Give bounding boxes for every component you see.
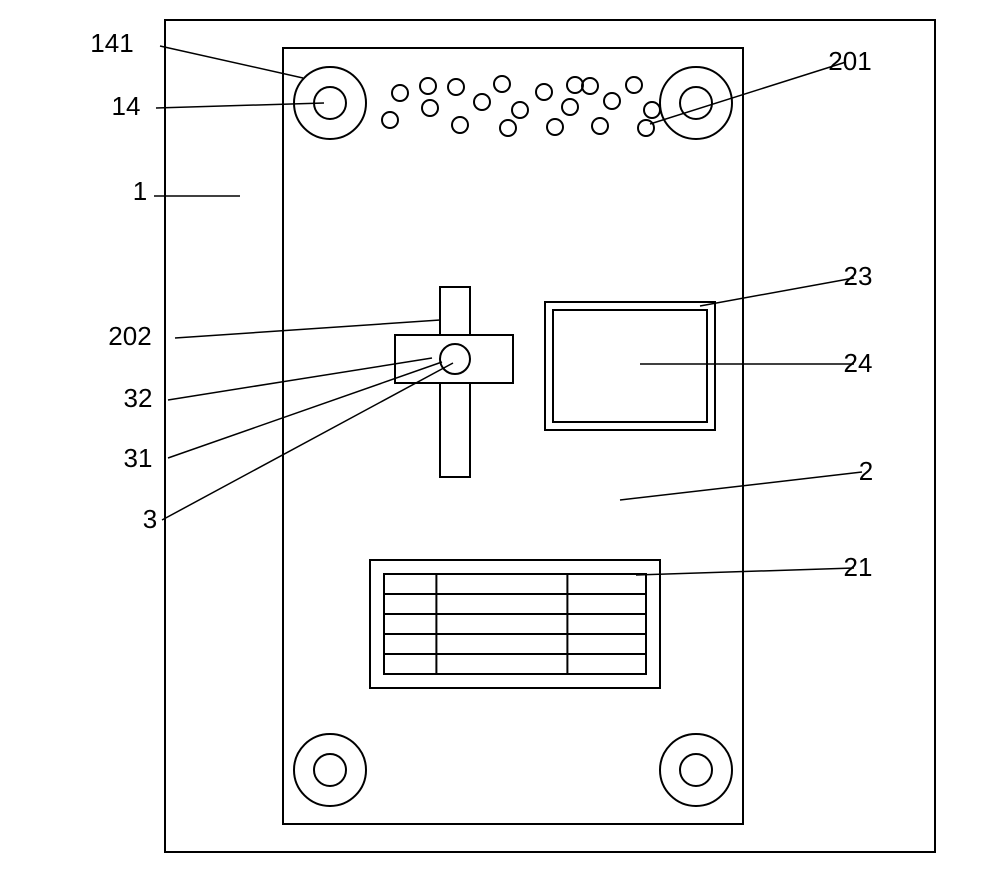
label-14: 14: [112, 91, 141, 121]
label-23: 23: [844, 261, 873, 291]
label-3: 3: [143, 504, 157, 534]
label-141: 141: [90, 28, 133, 58]
label-202: 202: [108, 321, 151, 351]
outer-frame: [165, 20, 935, 852]
label-31: 31: [124, 443, 153, 473]
label-32: 32: [124, 383, 153, 413]
label-24: 24: [844, 348, 873, 378]
vent-grille: [370, 560, 660, 688]
lever-assembly: [395, 287, 513, 477]
label-1: 1: [133, 176, 147, 206]
corner-bolts: [294, 67, 732, 806]
callout-labels: 141141202323132012324221: [90, 28, 873, 582]
perforation-dots: [382, 76, 660, 136]
label-2: 2: [859, 456, 873, 486]
label-21: 21: [844, 552, 873, 582]
label-201: 201: [828, 46, 871, 76]
display-window: [545, 302, 715, 430]
